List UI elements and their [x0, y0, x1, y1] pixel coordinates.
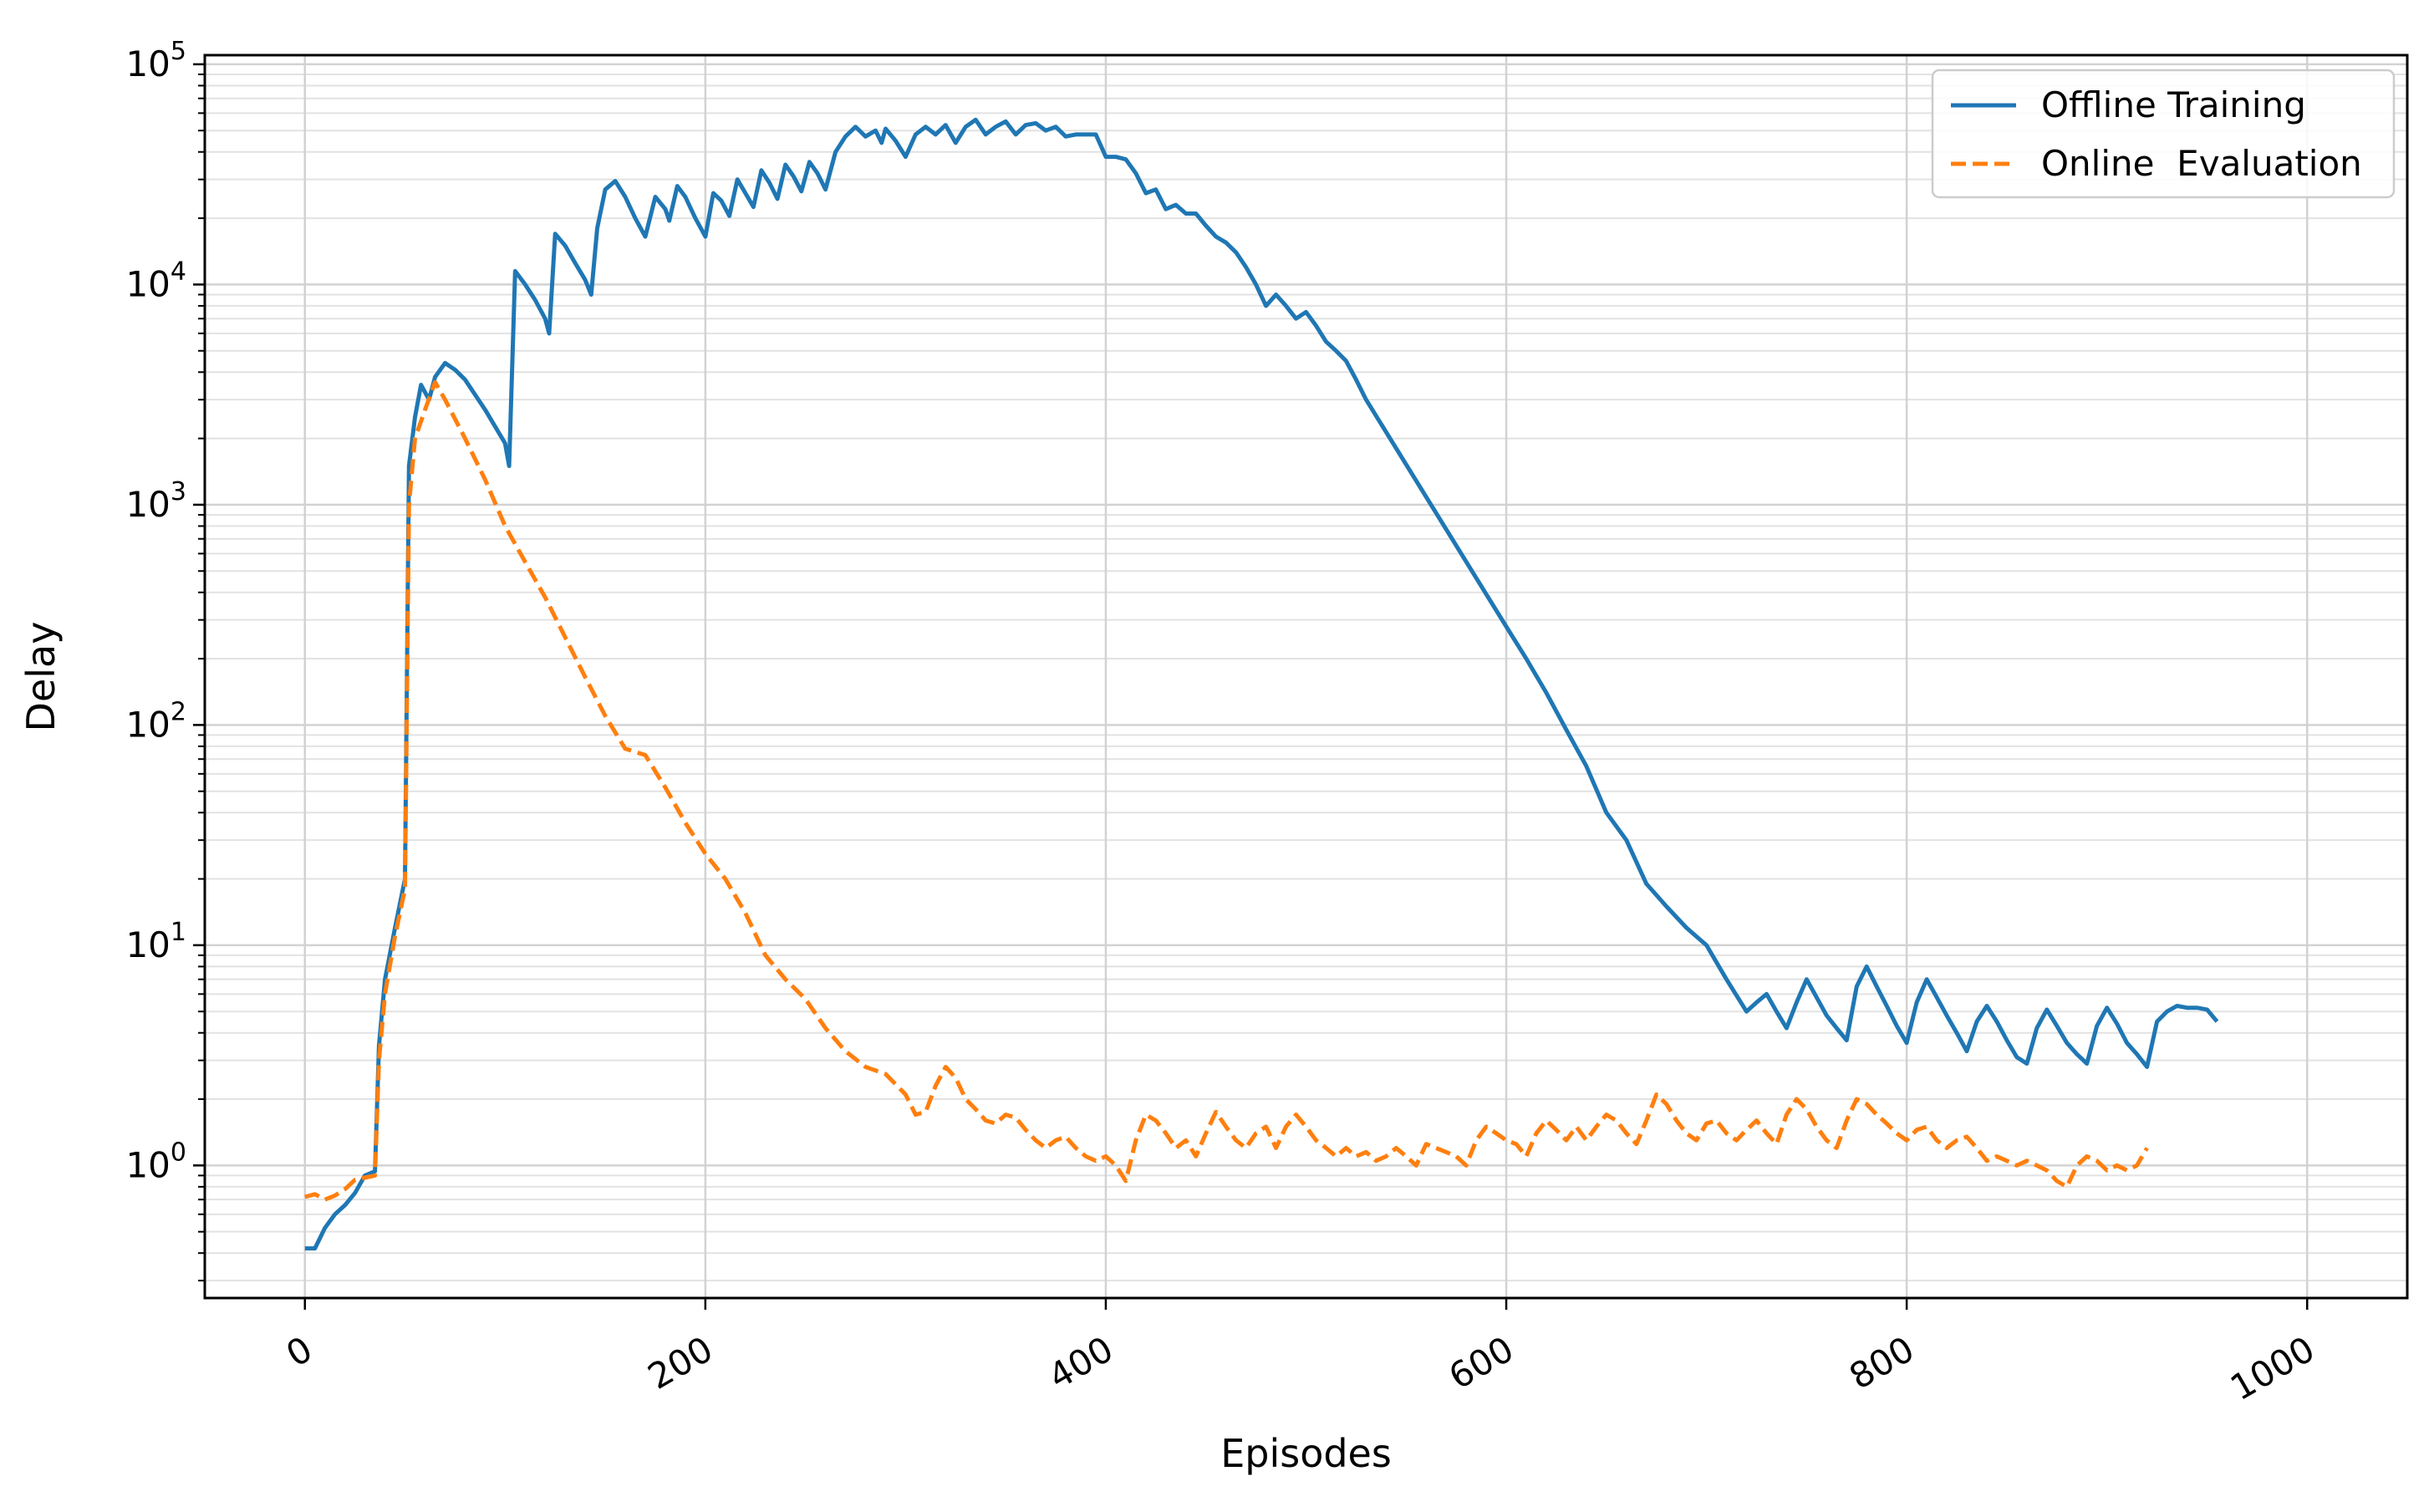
legend-box — [1931, 69, 2396, 199]
plot-area-frame — [203, 53, 2409, 1300]
y-tick-label: 103 — [125, 477, 186, 525]
legend-label: Offline Training — [2041, 84, 2306, 125]
legend-label: Online Evaluation — [2041, 143, 2362, 184]
y-tick-label: 101 — [125, 918, 186, 965]
y-tick-label: 105 — [125, 37, 186, 84]
y-tick-label: 102 — [125, 697, 186, 745]
legend: Offline Training Online Evaluation — [1931, 69, 2396, 199]
x-axis-title: Episodes — [1220, 1431, 1392, 1476]
y-axis-title: Delay — [18, 622, 64, 732]
series-lines — [304, 117, 2219, 1251]
series-line-1 — [304, 117, 2219, 1251]
y-tick-label: 104 — [125, 257, 186, 304]
series-line-2 — [304, 379, 2149, 1202]
y-tick-label: 100 — [125, 1138, 186, 1185]
